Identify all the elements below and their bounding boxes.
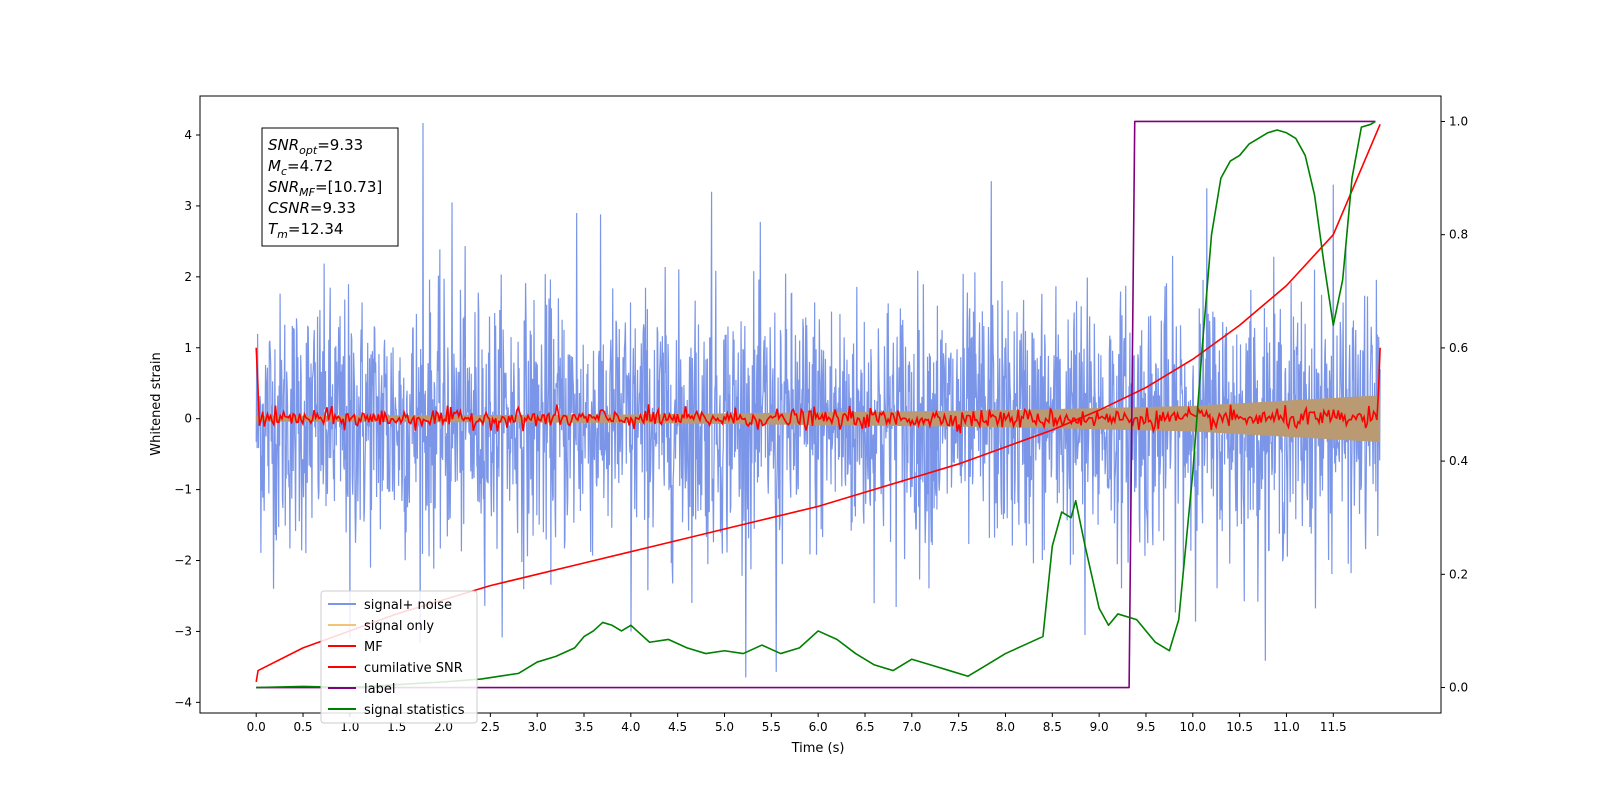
- legend-label: cumilative SNR: [364, 661, 463, 676]
- y-tick-label: 3: [184, 199, 192, 213]
- label-step-line: [256, 120, 1376, 689]
- y-tick-label: −1: [174, 483, 192, 497]
- legend-label: signal+ noise: [364, 598, 452, 613]
- x-tick-label: 9.0: [1090, 720, 1109, 734]
- legend-label: MF: [364, 640, 383, 655]
- legend-label: signal only: [364, 619, 434, 634]
- x-tick-label: 10.5: [1226, 720, 1253, 734]
- legend-label: label: [364, 682, 395, 697]
- legend-frame: [320, 590, 478, 724]
- y2-tick-label: 0.4: [1449, 454, 1468, 468]
- x-tick-label: 4.0: [621, 720, 640, 734]
- y-axis-label: Whitened strain: [149, 352, 164, 455]
- x-axis-label: Time (s): [791, 741, 845, 756]
- y2-tick-label: 0.0: [1449, 681, 1468, 695]
- y-tick-label: 2: [184, 270, 192, 284]
- y-axis-left: 4 3 2 1 0 −1 −2 −3 −4: [174, 128, 200, 709]
- legend-label: signal statistics: [364, 703, 465, 718]
- x-tick-label: 6.0: [809, 720, 828, 734]
- x-tick-label: 3.5: [574, 720, 593, 734]
- x-tick-label: 9.5: [1136, 720, 1155, 734]
- annotation-line: SNRopt=9.33: [268, 136, 363, 157]
- y-axis-right: 1.0 0.8 0.6 0.4 0.2 0.0: [1441, 114, 1468, 695]
- x-tick-label: 8.5: [1043, 720, 1062, 734]
- annotation-line: SNRMF=[10.73]: [268, 178, 382, 199]
- y-tick-label: 1: [184, 341, 192, 355]
- x-tick-label: 0.0: [247, 720, 266, 734]
- x-tick-label: 3.0: [528, 720, 547, 734]
- y2-tick-label: 0.8: [1449, 228, 1468, 242]
- x-tick-label: 2.5: [481, 720, 500, 734]
- y-tick-label: −3: [174, 624, 192, 638]
- annotation-line: CSNR=9.33: [268, 199, 356, 217]
- x-tick-label: 7.0: [902, 720, 921, 734]
- mf-line: [255, 347, 1381, 435]
- annotation-box: SNRopt=9.33Mc=4.72SNRMF=[10.73]CSNR=9.33…: [261, 127, 399, 247]
- y-tick-label: 4: [184, 128, 192, 142]
- signal-statistics-line: [256, 120, 1376, 689]
- x-tick-label: 0.5: [293, 720, 312, 734]
- plot-frame: [199, 95, 1442, 714]
- x-tick-label: 11.5: [1320, 720, 1347, 734]
- y-tick-label: −2: [174, 554, 192, 568]
- y2-tick-label: 0.2: [1449, 567, 1468, 581]
- x-tick-label: 5.5: [762, 720, 781, 734]
- x-tick-label: 7.5: [949, 720, 968, 734]
- y2-tick-label: 1.0: [1449, 114, 1468, 128]
- annotation-box-frame: [261, 127, 399, 247]
- y2-tick-label: 0.6: [1449, 341, 1468, 355]
- annotation-line: Mc=4.72: [268, 157, 333, 178]
- x-tick-label: 8.0: [996, 720, 1015, 734]
- y-tick-label: −4: [174, 695, 192, 709]
- x-tick-label: 6.5: [855, 720, 874, 734]
- x-tick-label: 4.5: [668, 720, 687, 734]
- x-axis: 0.0 0.5 1.0 1.5 2.0 2.5 3.0 3.5 4.0 4.5 5.0 5.5 6.0 6…: [247, 713, 1347, 734]
- x-tick-label: 11.0: [1273, 720, 1300, 734]
- y-tick-label: 0: [184, 412, 192, 426]
- x-tick-label: 10.0: [1179, 720, 1206, 734]
- x-tick-label: 5.0: [715, 720, 734, 734]
- legend: signal+ noise signal only MF cumilative SNR…: [320, 590, 478, 724]
- annotation-line: Tm=12.34: [268, 220, 343, 241]
